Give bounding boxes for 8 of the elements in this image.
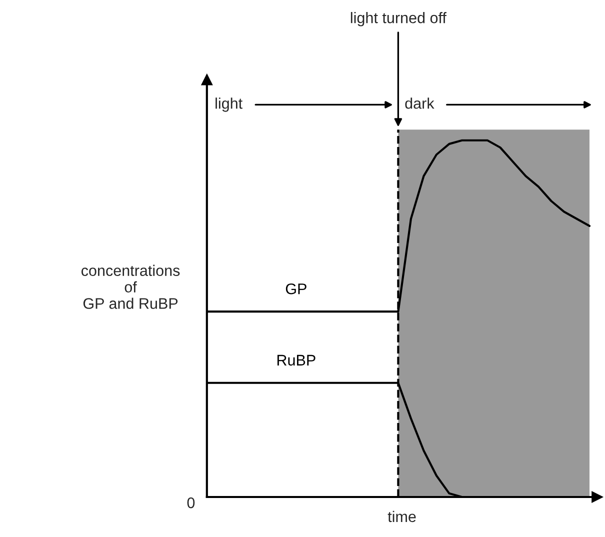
series-label: GP: [286, 283, 306, 294]
text: light turned off: [350, 12, 446, 26]
text: dark: [405, 98, 434, 109]
series-label: RuBP: [277, 354, 316, 366]
x-axis-title: time: [388, 510, 416, 522]
text: 0: [187, 497, 195, 508]
y-axis-title: concentrations of GP and RuBP: [81, 264, 180, 309]
text: light: [216, 98, 242, 112]
